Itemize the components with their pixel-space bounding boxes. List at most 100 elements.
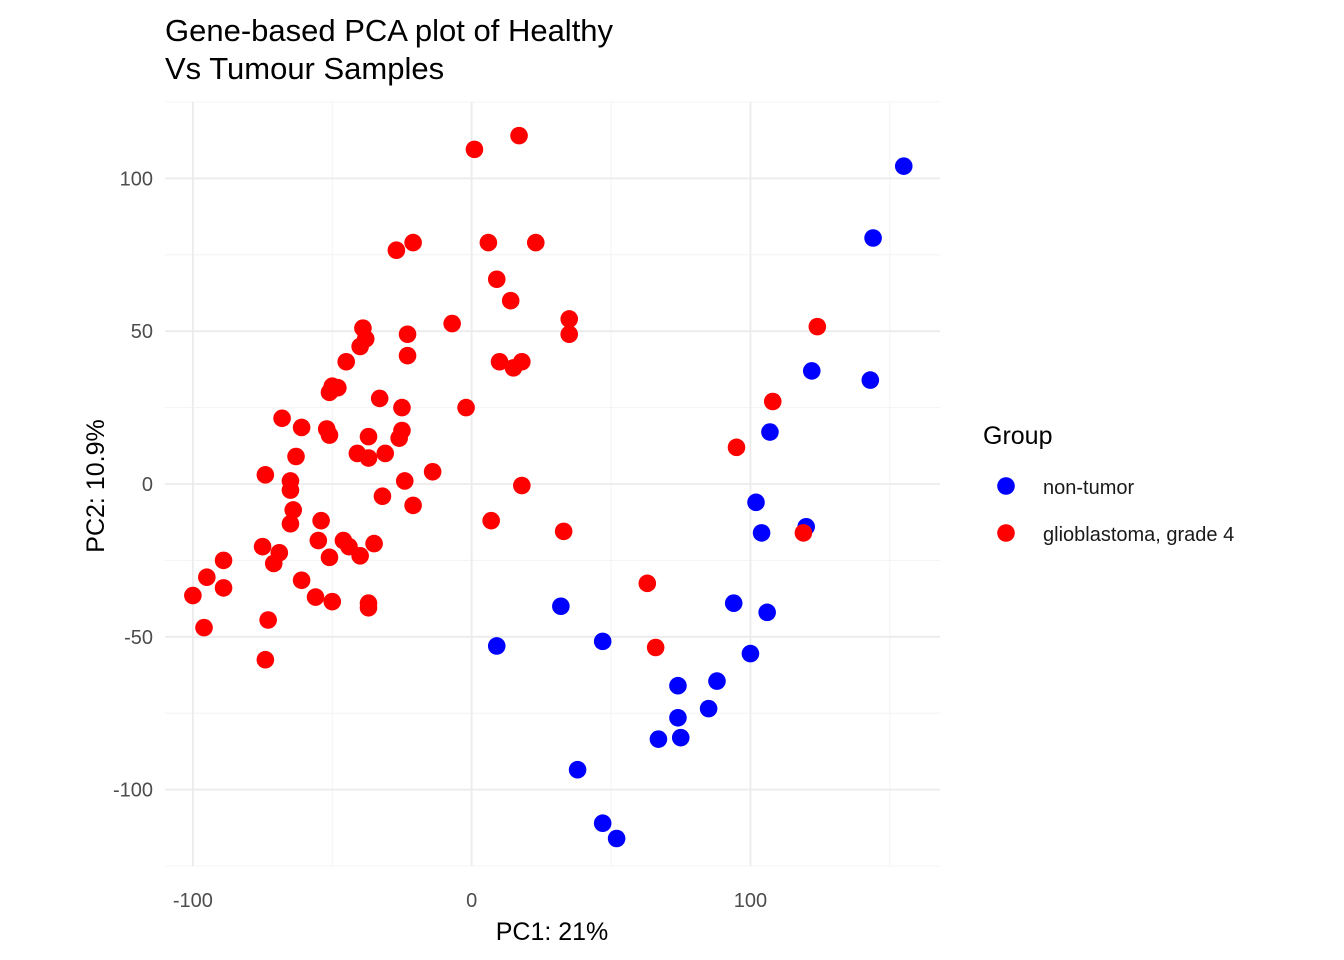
y-tick-label: -50 [124, 627, 153, 649]
point-glioblastoma [482, 511, 500, 530]
point-glioblastoma [395, 472, 414, 490]
y-tick-label: 100 [120, 168, 153, 190]
point-non-tumor [802, 362, 821, 380]
point-glioblastoma [184, 586, 202, 605]
point-glioblastoma [281, 481, 300, 499]
point-non-tumor [593, 632, 612, 651]
point-glioblastoma [359, 598, 378, 617]
point-glioblastoma [487, 270, 506, 289]
x-tick-label: -100 [173, 890, 213, 912]
point-glioblastoma [390, 429, 408, 447]
point-glioblastoma [337, 352, 356, 371]
point-glioblastoma [259, 611, 277, 629]
legend-items: non-tumor glioblastoma, grade 4 [997, 477, 1234, 546]
point-glioblastoma [490, 352, 509, 371]
legend-title: Group [983, 422, 1052, 450]
point-non-tumor [758, 603, 776, 622]
point-non-tumor [671, 728, 690, 747]
point-glioblastoma [195, 618, 213, 637]
point-non-tumor [699, 699, 718, 718]
point-glioblastoma [646, 638, 665, 657]
point-glioblastoma [513, 352, 531, 371]
point-glioblastoma [320, 548, 339, 567]
y-tick-label: -100 [113, 780, 153, 802]
point-glioblastoma [365, 534, 383, 553]
point-glioblastoma [373, 487, 392, 506]
chart-title-line-2: Vs Tumour Samples [165, 51, 444, 86]
point-glioblastoma [359, 449, 378, 467]
point-non-tumor [649, 730, 668, 748]
point-glioblastoma [404, 496, 422, 515]
point-glioblastoma [513, 476, 531, 495]
point-glioblastoma [273, 409, 291, 428]
point-glioblastoma [214, 579, 233, 597]
x-tick-label: 0 [466, 890, 477, 912]
point-non-tumor [669, 708, 687, 727]
point-glioblastoma [560, 310, 579, 328]
point-glioblastoma [501, 291, 520, 310]
legend-label-1: glioblastoma, grade 4 [1043, 524, 1234, 546]
point-glioblastoma [351, 337, 369, 356]
x-axis-title: PC1: 21% [496, 918, 609, 946]
point-glioblastoma [309, 531, 328, 550]
point-glioblastoma [808, 317, 827, 336]
point-glioblastoma [443, 314, 461, 333]
point-non-tumor [724, 594, 743, 612]
point-glioblastoma [479, 233, 498, 252]
point-glioblastoma [423, 462, 442, 481]
point-non-tumor [669, 676, 687, 695]
point-glioblastoma [323, 592, 342, 611]
point-non-tumor [741, 644, 760, 663]
point-glioblastoma [526, 233, 545, 252]
point-non-tumor [607, 829, 626, 848]
point-glioblastoma [256, 466, 275, 484]
point-glioblastoma [320, 426, 339, 444]
point-glioblastoma [359, 427, 378, 446]
point-glioblastoma [387, 241, 406, 260]
point-glioblastoma [281, 514, 300, 533]
point-glioblastoma [638, 574, 657, 593]
point-glioblastoma [763, 392, 782, 411]
point-non-tumor [864, 229, 882, 247]
legend-label-0: non-tumor [1043, 477, 1134, 499]
y-axis-title: PC2: 10.9% [82, 419, 110, 552]
point-glioblastoma [510, 126, 528, 145]
point-glioblastoma [370, 389, 389, 408]
point-non-tumor [752, 524, 771, 542]
point-glioblastoma [253, 537, 272, 556]
point-glioblastoma [292, 418, 311, 437]
point-glioblastoma [560, 325, 579, 344]
y-tick-label: 0 [142, 474, 153, 496]
point-non-tumor [593, 814, 612, 833]
legend: Group non-tumor glioblastoma, grade 4 [983, 422, 1234, 546]
x-tick-label: 100 [734, 890, 767, 912]
point-glioblastoma [214, 551, 233, 570]
point-glioblastoma [287, 447, 305, 466]
point-glioblastoma [398, 346, 417, 365]
chart-title: Gene-based PCA plot of Healthy Vs Tumour… [165, 13, 614, 86]
point-glioblastoma [727, 438, 746, 457]
point-glioblastoma [465, 140, 484, 159]
point-non-tumor [747, 493, 765, 512]
point-glioblastoma [256, 650, 275, 669]
point-non-tumor [761, 423, 779, 441]
point-non-tumor [708, 672, 726, 690]
point-glioblastoma [398, 325, 417, 344]
point-glioblastoma [264, 554, 283, 573]
point-glioblastoma [329, 378, 347, 397]
point-non-tumor [487, 637, 506, 655]
point-glioblastoma [404, 233, 422, 252]
point-non-tumor [568, 760, 587, 779]
point-non-tumor [894, 157, 913, 175]
point-glioblastoma [351, 547, 369, 565]
point-glioblastoma [376, 444, 395, 463]
point-glioblastoma [457, 398, 475, 417]
chart-title-line-1: Gene-based PCA plot of Healthy [165, 13, 614, 48]
point-glioblastoma [306, 588, 325, 606]
legend-key-1 [997, 524, 1015, 542]
point-glioblastoma [312, 511, 330, 530]
point-glioblastoma [198, 568, 216, 587]
axis-ticks: -100 0 100 -100 -50 0 50 100 [113, 168, 767, 912]
